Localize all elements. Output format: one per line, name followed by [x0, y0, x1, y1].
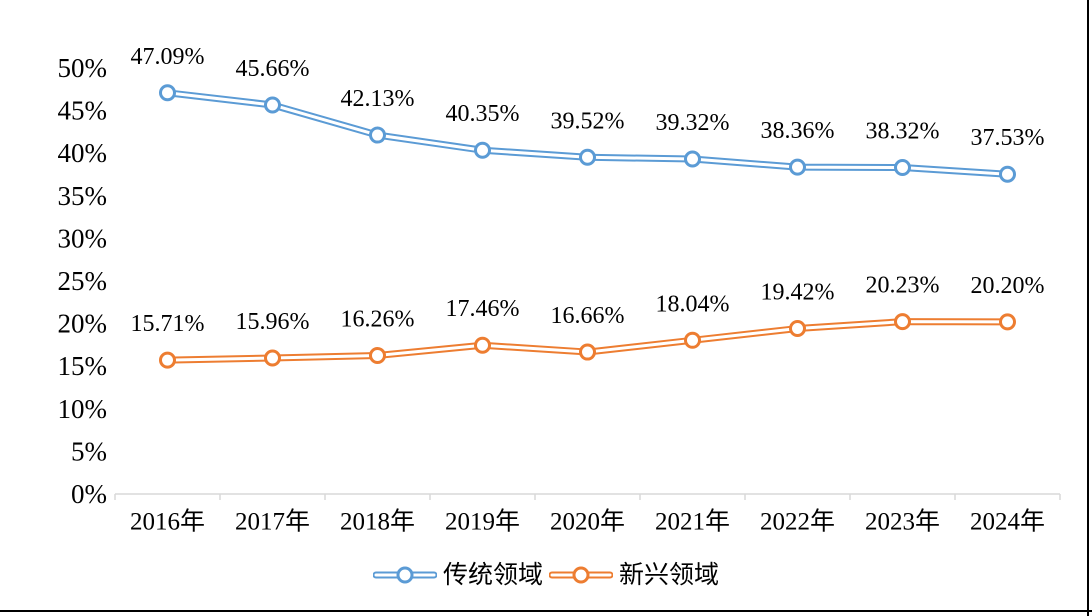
y-tick-label: 30%	[58, 223, 108, 253]
legend-label: 传统领域	[442, 561, 543, 589]
data-point-marker	[369, 346, 386, 364]
data-point-marker	[474, 141, 491, 159]
x-tick-label: 2021年	[655, 508, 730, 536]
x-tick-label: 2022年	[760, 508, 835, 536]
data-point-label: 39.32%	[656, 110, 730, 136]
y-tick-label: 15%	[58, 351, 108, 381]
data-point-marker	[369, 126, 386, 144]
y-tick-label: 25%	[58, 266, 108, 296]
data-point-marker	[264, 349, 281, 367]
data-point-marker	[894, 159, 911, 177]
frame-border-right	[1087, 0, 1089, 616]
y-tick-label: 0%	[71, 479, 107, 509]
x-tick-label: 2018年	[340, 508, 415, 536]
x-tick-label: 2023年	[865, 508, 940, 536]
x-tick-label: 2024年	[970, 508, 1045, 536]
data-point-marker	[264, 96, 281, 114]
frame-border-bottom	[0, 610, 1092, 612]
data-point-marker	[159, 84, 176, 102]
data-point-label: 45.66%	[236, 56, 310, 82]
data-point-label: 40.35%	[446, 101, 520, 127]
data-point-label: 19.42%	[761, 280, 835, 306]
data-point-label: 16.66%	[551, 303, 625, 329]
data-point-marker	[999, 165, 1016, 183]
data-point-marker	[684, 150, 701, 168]
data-point-marker	[579, 343, 596, 361]
data-point-marker	[159, 351, 176, 369]
data-point-label: 47.09%	[131, 44, 205, 70]
data-point-label: 15.96%	[236, 309, 310, 335]
y-tick-label: 50%	[58, 53, 108, 83]
legend-item: 新兴领域	[549, 563, 719, 588]
data-point-label: 17.46%	[446, 296, 520, 322]
data-point-label: 37.53%	[971, 125, 1045, 151]
data-point-label: 39.52%	[551, 108, 625, 134]
x-tick-label: 2016年	[130, 508, 205, 536]
legend-line-marker-icon	[549, 566, 613, 584]
data-point-label: 16.26%	[341, 306, 415, 332]
y-tick-label: 40%	[58, 138, 108, 168]
legend-item: 传统领域	[372, 561, 543, 589]
data-point-label: 38.32%	[866, 119, 940, 145]
x-tick-label: 2019年	[445, 508, 520, 536]
legend-label: 新兴领域	[619, 561, 720, 589]
data-point-label: 18.04%	[656, 291, 730, 317]
chart-legend: 传统领域 新兴领域	[0, 557, 1092, 593]
data-point-marker	[789, 320, 806, 338]
legend-line-marker-icon	[372, 566, 437, 584]
x-tick-label: 2020年	[550, 508, 625, 536]
data-point-label: 15.71%	[131, 311, 205, 337]
data-point-label: 20.23%	[866, 273, 940, 299]
y-tick-label: 5%	[71, 436, 107, 466]
data-point-marker	[684, 331, 701, 349]
data-point-marker	[894, 313, 911, 331]
x-tick-label: 2017年	[235, 508, 310, 536]
data-point-marker	[789, 158, 806, 176]
y-tick-label: 20%	[58, 309, 108, 339]
data-point-marker	[999, 313, 1016, 331]
data-point-label: 42.13%	[341, 86, 415, 112]
data-point-marker	[579, 148, 596, 166]
y-tick-label: 35%	[58, 181, 108, 211]
y-tick-label: 10%	[58, 394, 108, 424]
data-point-marker	[474, 336, 491, 354]
y-tick-label: 45%	[58, 96, 108, 126]
data-point-label: 38.36%	[761, 118, 835, 144]
data-point-label: 20.20%	[971, 273, 1045, 299]
